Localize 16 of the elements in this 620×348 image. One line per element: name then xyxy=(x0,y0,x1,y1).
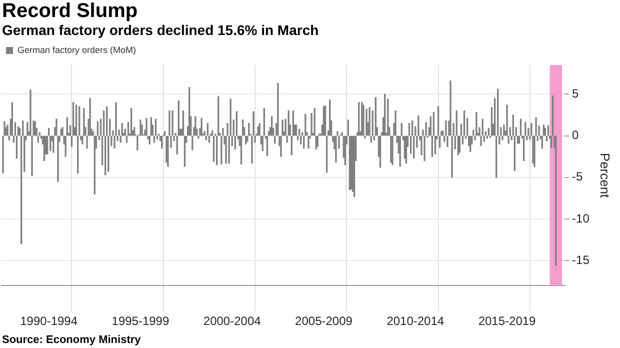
x-tick-label: 1995-1999 xyxy=(112,314,170,328)
x-tick-label: 1990-1994 xyxy=(20,314,78,328)
x-tick-label: 2000-2004 xyxy=(203,314,262,328)
chart-subtitle: German factory orders declined 15.6% in March xyxy=(2,22,319,38)
chart-title: Record Slump xyxy=(2,0,138,23)
y-tick-label: 0 xyxy=(572,128,580,142)
x-tick-label: 2005-2009 xyxy=(295,314,353,328)
legend-label: German factory orders (MoM) xyxy=(18,44,136,55)
y-tick-label: -10 xyxy=(572,211,590,226)
y-tick-label: 5 xyxy=(572,86,580,100)
x-tick-label: 2015-2019 xyxy=(478,314,536,328)
x-tick-label: 2010-2014 xyxy=(386,314,444,328)
y-axis-title: Percent xyxy=(598,152,613,198)
y-tick-label: -15 xyxy=(572,252,590,267)
source-note: Source: Economy Ministry xyxy=(2,334,141,346)
y-tick-label: -5 xyxy=(572,170,584,184)
